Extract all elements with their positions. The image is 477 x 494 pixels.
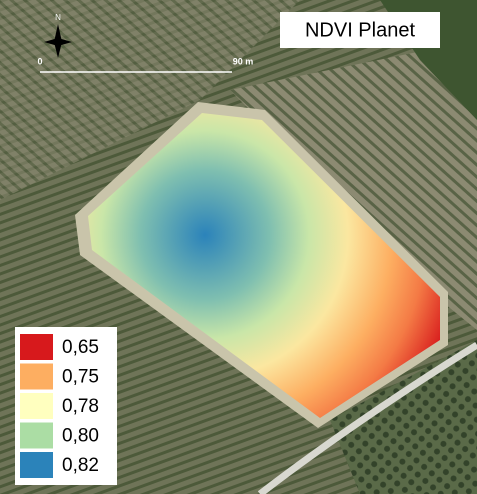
legend-swatch [20,334,53,360]
scale-start: 0 [37,56,42,66]
legend-swatch [20,452,53,478]
legend-label: 0,80 [62,426,99,447]
legend-swatch [20,364,53,390]
legend-swatch [20,423,53,449]
north-label: N [55,13,61,22]
scale-end: 90 m [233,56,254,66]
legend-label: 0,78 [62,396,99,417]
map-title: NDVI Planet [305,19,415,41]
legend-label: 0,82 [62,455,99,476]
map: NDVI Planet N 0 90 m 0,65 0,75 0,78 0,80 0,8… [0,0,477,494]
legend-label: 0,65 [62,337,99,358]
legend-swatch [20,393,53,419]
legend-label: 0,75 [62,367,99,388]
